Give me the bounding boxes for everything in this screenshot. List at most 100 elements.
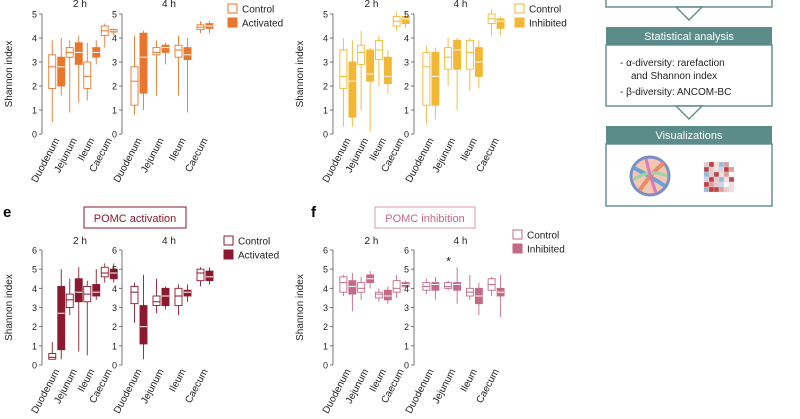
box-iqr: [453, 39, 462, 70]
y-tick-label: 4: [32, 284, 37, 294]
legend-label-inhibited: Inhibited: [529, 19, 567, 30]
box-iqr: [100, 266, 109, 278]
heatmap-cell: [703, 176, 710, 183]
stats-item-3: - β-diversity: ANCOM-BC: [620, 87, 731, 98]
stats-header: Statistical analysis: [644, 31, 734, 43]
legend-label-control: Control: [238, 237, 270, 248]
significance-marker: *: [446, 254, 451, 268]
y-tick-label: 6: [32, 246, 37, 256]
heatmap-cell: [718, 166, 725, 173]
box-control-jejunum: [65, 278, 74, 316]
box-control-duodenum: [48, 342, 57, 360]
box-control-ileum: [83, 280, 92, 356]
y-tick-label: 0: [323, 361, 328, 371]
box-iqr: [348, 280, 357, 295]
heatmap-cell: [708, 171, 715, 178]
y-tick-label: 1: [32, 106, 37, 116]
heatmap-cell: [723, 176, 730, 183]
box-control-jejunum: [357, 30, 366, 110]
y-tick-label: 4: [323, 284, 328, 294]
box-control-duodenum: [422, 45, 431, 125]
viz-header: Visualizations: [655, 130, 723, 142]
box-control-ileum: [174, 35, 183, 96]
stats-body-box: [605, 44, 773, 107]
panel-label-e: e: [3, 204, 11, 221]
legend-swatch-activated: [227, 17, 238, 28]
y-tick-label: 0: [112, 361, 117, 371]
heatmap-cell: [713, 161, 720, 168]
y-tick-label: 5: [112, 265, 117, 275]
legend-swatch-activated: [223, 249, 234, 260]
category-label: Ileum: [459, 136, 480, 163]
box-iqr: [174, 44, 183, 58]
box-treated-jejunum: [453, 267, 462, 304]
box-control-jejunum: [444, 38, 453, 86]
legend-label-activated: Activated: [238, 251, 279, 262]
panel-label-f: f: [311, 204, 317, 221]
box-control-caecum: [487, 9, 496, 36]
box-iqr: [401, 15, 410, 25]
box-control-ileum: [374, 35, 383, 86]
y-tick-label: 4: [404, 284, 409, 294]
chord-diagram-icon: [629, 155, 671, 197]
workflow-box-top: [605, 0, 773, 8]
box-treated-caecum: [496, 16, 505, 36]
box-control-jejunum: [65, 40, 74, 113]
box-iqr: [431, 282, 440, 291]
box-iqr: [74, 42, 83, 65]
box-treated-duodenum: [431, 276, 440, 300]
box-iqr: [109, 268, 118, 280]
box-iqr: [183, 47, 192, 61]
box-iqr: [453, 282, 462, 291]
box-iqr: [57, 56, 66, 87]
box-treated-caecum: [109, 263, 118, 283]
viz-body-box: [605, 143, 773, 207]
box-control-ileum: [374, 288, 383, 302]
legend-label-control: Control: [529, 5, 561, 16]
box-control-duodenum: [422, 278, 431, 295]
legend-label-control: Control: [527, 231, 559, 242]
box-treated-ileum: [92, 40, 101, 65]
viz-header-box: [606, 126, 772, 144]
box-iqr: [422, 51, 431, 106]
heatmap-cell: [713, 181, 720, 188]
box-control-ileum: [465, 274, 474, 300]
box-iqr: [196, 268, 205, 282]
category-label: Duodenum: [112, 136, 145, 184]
box-treated-ileum: [92, 269, 101, 300]
panel-e-title-box: [83, 206, 187, 229]
box-iqr: [496, 18, 505, 29]
box-control-duodenum: [339, 38, 348, 127]
y-tick-label: 0: [32, 130, 37, 140]
box-treated-duodenum: [139, 274, 148, 360]
box-treated-jejunum: [74, 267, 83, 352]
y-tick-label: 1: [112, 341, 117, 351]
box-treated-ileum: [474, 40, 483, 89]
stats-item-2: and Shannon index: [631, 71, 717, 82]
box-control-caecum: [100, 263, 109, 283]
legend: Control Activated: [223, 235, 279, 262]
box-control-jejunum: [152, 278, 161, 314]
y-tick-label: 3: [404, 303, 409, 313]
legend-swatch-control: [512, 229, 523, 240]
heatmap-cell: [708, 181, 715, 188]
panel-f-title-box: [374, 206, 476, 229]
y-tick-label: 5: [404, 10, 409, 20]
box-treated-duodenum: [57, 38, 66, 96]
panel-e-title: POMC activation: [94, 213, 177, 225]
box-control-ileum: [465, 38, 474, 91]
box-control-ileum: [174, 284, 183, 316]
box-iqr: [444, 282, 453, 289]
box-treated-caecum: [496, 274, 505, 318]
box-iqr: [357, 44, 366, 65]
box-treated-jejunum: [161, 286, 170, 310]
box-treated-caecum: [109, 28, 118, 36]
workflow-diagram: Statistical analysis - α-diversity: rare…: [605, 0, 773, 207]
box-treated-ileum: [383, 286, 392, 304]
panel-f-title: POMC inhibition: [385, 213, 464, 225]
timepoint-label: 2 h: [365, 236, 379, 247]
box-iqr: [57, 285, 66, 351]
